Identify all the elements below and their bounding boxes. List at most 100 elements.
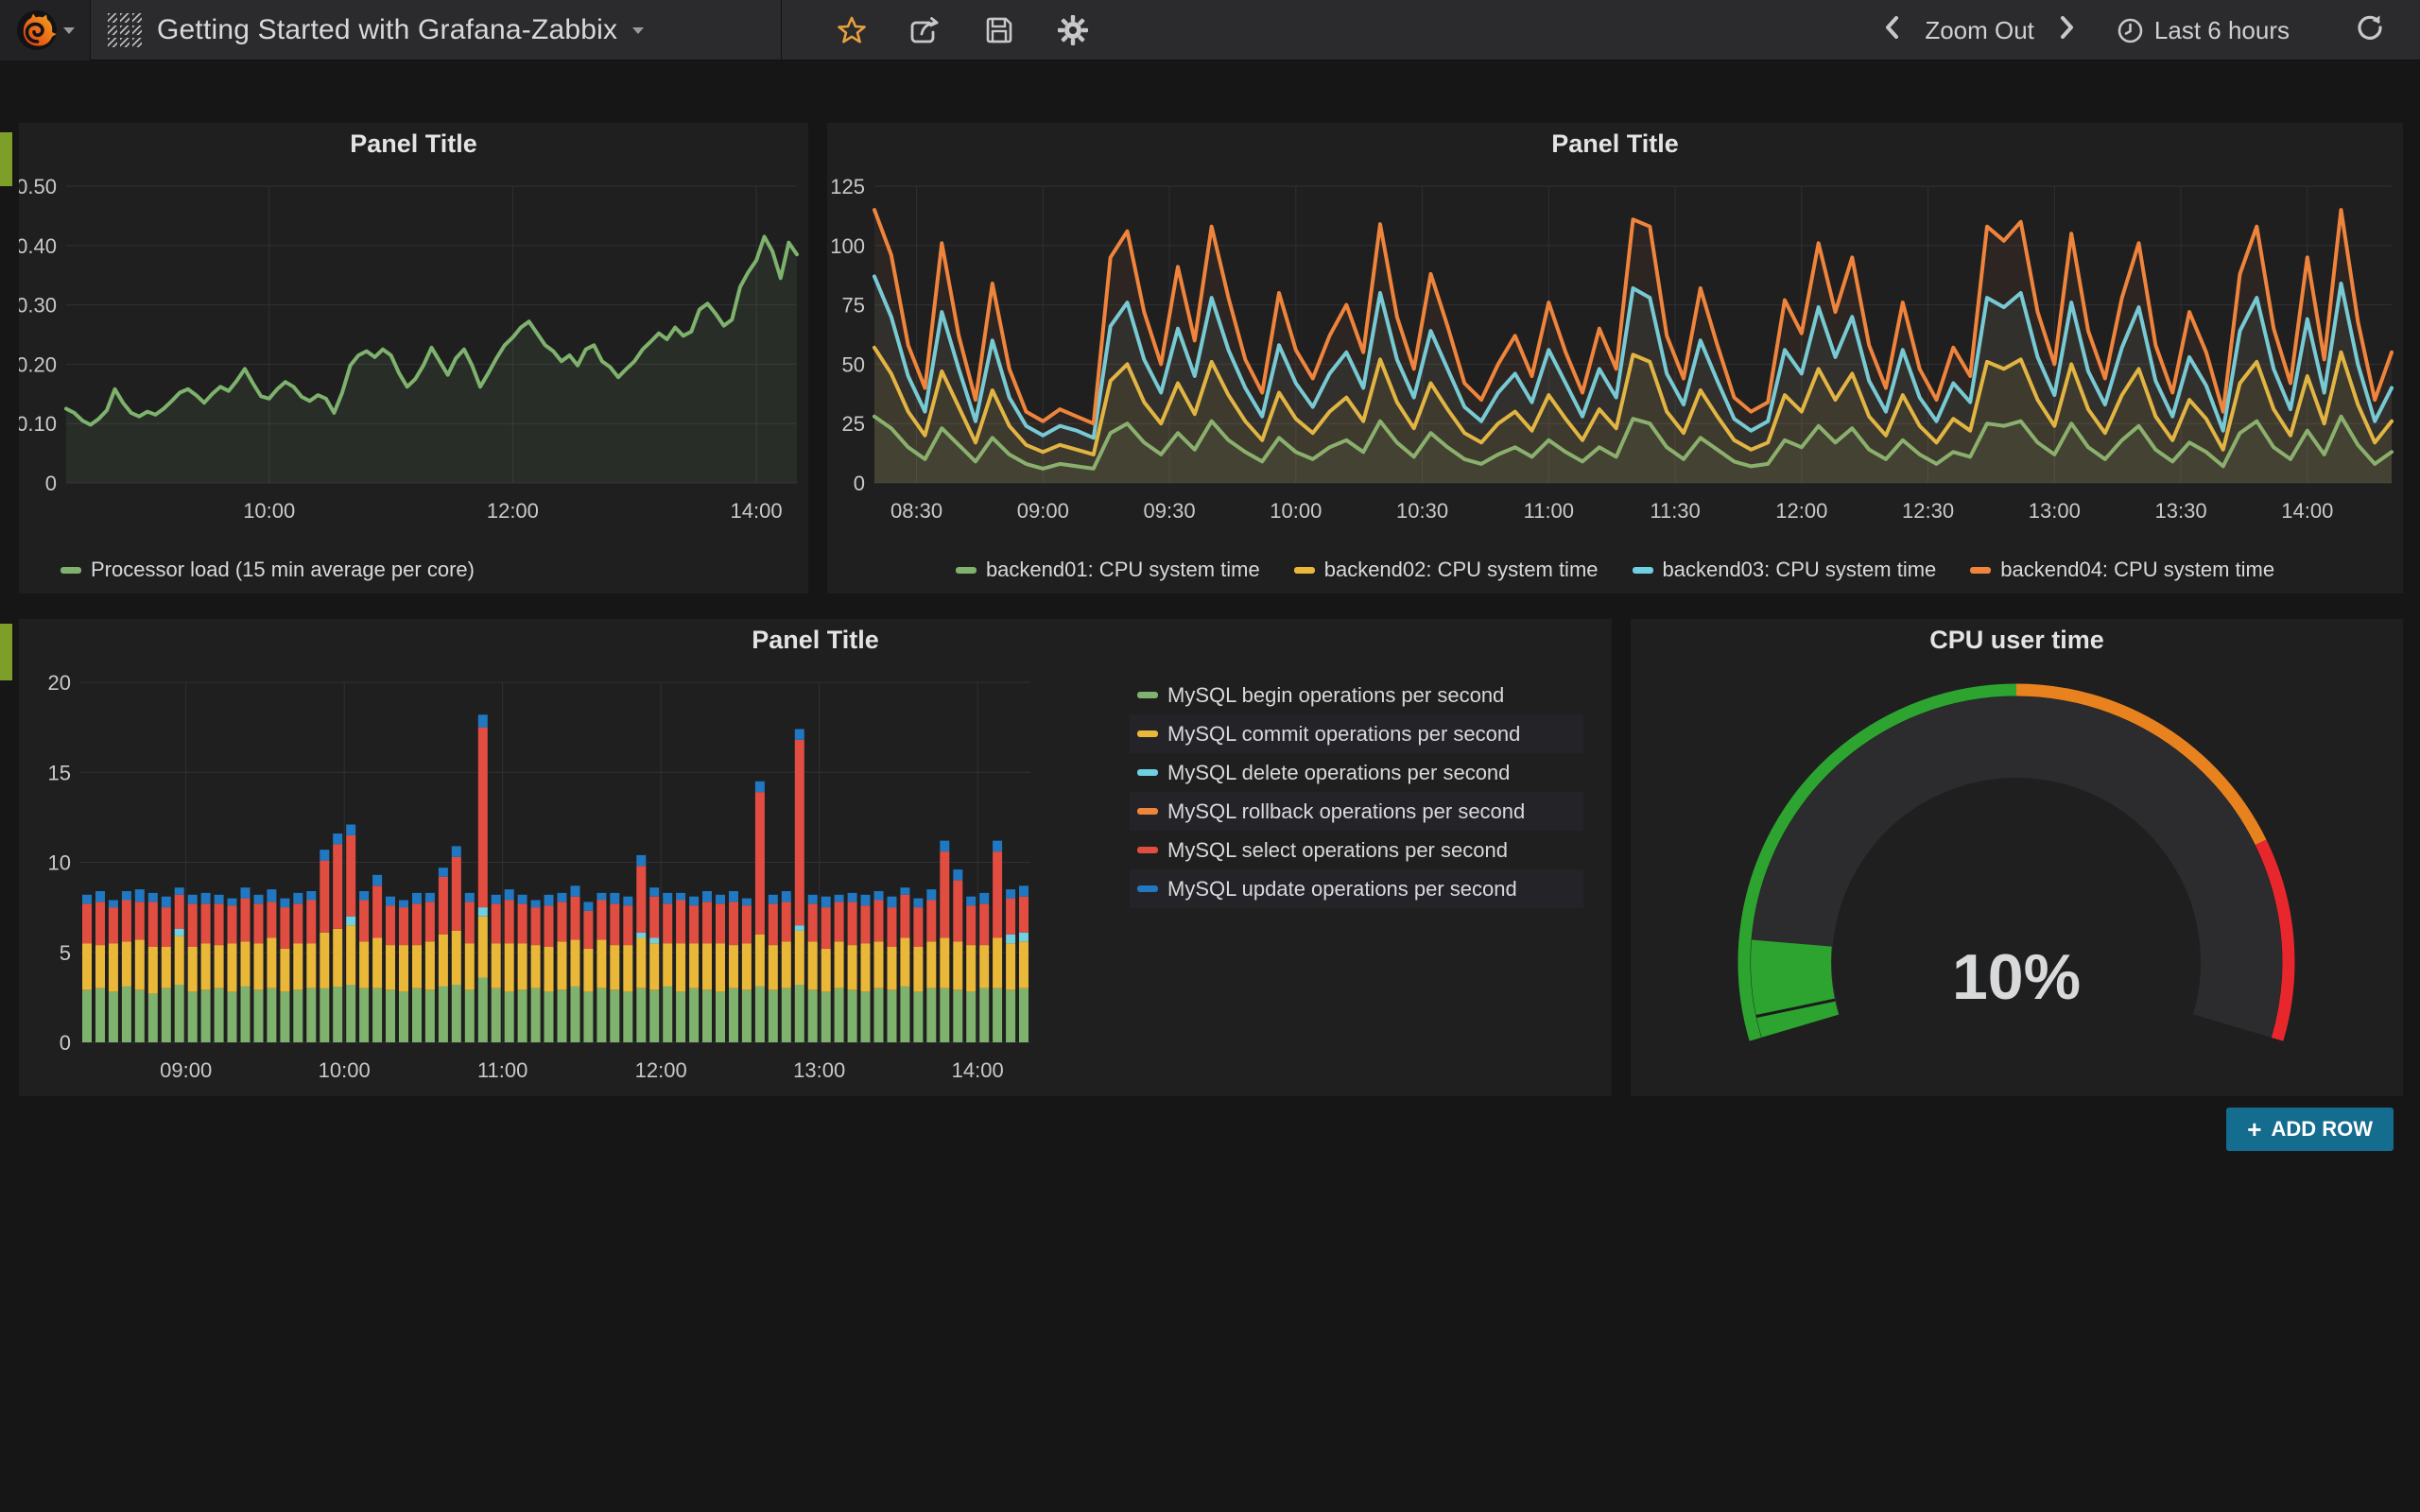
navbar: Getting Started with Grafana-Zabbix bbox=[0, 0, 2420, 60]
legend-item[interactable]: MySQL rollback operations per second bbox=[1130, 792, 1583, 831]
add-row-button[interactable]: + ADD ROW bbox=[2226, 1108, 2394, 1151]
row-toggle-handle[interactable] bbox=[0, 624, 12, 680]
chevron-left-icon bbox=[1886, 15, 1899, 39]
legend-label: MySQL update operations per second bbox=[1167, 876, 1517, 901]
svg-text:100: 100 bbox=[830, 234, 865, 258]
panel-cpu-user-time: CPU user time 10% bbox=[1631, 619, 2403, 1096]
dashboard-selector[interactable]: Getting Started with Grafana-Zabbix bbox=[108, 0, 645, 60]
share-icon bbox=[910, 17, 939, 43]
legend-label: backend02: CPU system time bbox=[1323, 558, 1599, 581]
legend-swatch bbox=[1137, 692, 1158, 698]
gear-icon bbox=[1058, 15, 1088, 45]
zoom-out-button[interactable]: Zoom Out bbox=[1917, 16, 2042, 45]
svg-text:12:00: 12:00 bbox=[1775, 499, 1827, 523]
dashboard-grid-icon bbox=[108, 13, 142, 47]
svg-text:0: 0 bbox=[854, 472, 865, 495]
legend-item[interactable]: MySQL delete operations per second bbox=[1130, 753, 1583, 792]
svg-text:14:00: 14:00 bbox=[731, 499, 783, 523]
legend-swatch bbox=[1137, 769, 1158, 776]
legend: backend01: CPU system time backend02: CPU… bbox=[827, 558, 2403, 582]
svg-text:09:00: 09:00 bbox=[160, 1058, 212, 1082]
legend-label: backend04: CPU system time bbox=[2000, 558, 2275, 581]
gauge-value: 10% bbox=[1952, 941, 2081, 1013]
panel-title[interactable]: CPU user time bbox=[1929, 625, 2104, 654]
legend-swatch bbox=[1970, 566, 1992, 574]
main-menu-button[interactable] bbox=[0, 0, 91, 60]
star-button[interactable] bbox=[815, 0, 889, 60]
plus-icon: + bbox=[2247, 1114, 2262, 1143]
svg-text:0.20: 0.20 bbox=[19, 352, 57, 376]
time-shift-back-button[interactable] bbox=[1876, 14, 1908, 47]
svg-text:12:30: 12:30 bbox=[1902, 499, 1954, 523]
panel-title[interactable]: Panel Title bbox=[1551, 129, 1679, 158]
legend-swatch bbox=[1632, 566, 1653, 574]
chart-area[interactable]: 08:30 09:00 09:30 10:00 10:30 11:00 11:30 12:00… bbox=[827, 123, 2403, 593]
grafana-logo bbox=[16, 10, 57, 50]
svg-text:11:00: 11:00 bbox=[477, 1058, 527, 1082]
legend-item[interactable]: MySQL commit operations per second bbox=[1130, 714, 1583, 753]
legend-label: backend03: CPU system time bbox=[1662, 558, 1937, 581]
gauge: 10% bbox=[1631, 619, 2403, 1096]
svg-text:15: 15 bbox=[48, 761, 71, 784]
navbar-divider bbox=[781, 0, 782, 60]
legend-item[interactable]: backend03: CPU system time bbox=[1632, 558, 1937, 582]
svg-text:0.10: 0.10 bbox=[19, 412, 57, 436]
legend-item[interactable]: backend01: CPU system time bbox=[955, 558, 1260, 582]
svg-text:10:30: 10:30 bbox=[1396, 499, 1448, 523]
legend-swatch bbox=[1137, 847, 1158, 853]
svg-text:5: 5 bbox=[60, 941, 71, 965]
svg-text:50: 50 bbox=[842, 352, 865, 376]
refresh-button[interactable] bbox=[2348, 13, 2392, 48]
svg-text:11:00: 11:00 bbox=[1524, 499, 1574, 523]
svg-text:08:30: 08:30 bbox=[890, 499, 942, 523]
legend-label: MySQL begin operations per second bbox=[1167, 682, 1505, 707]
chevron-down-icon bbox=[62, 26, 75, 34]
svg-text:10: 10 bbox=[48, 851, 71, 875]
svg-text:09:30: 09:30 bbox=[1144, 499, 1196, 523]
svg-text:11:30: 11:30 bbox=[1650, 499, 1700, 523]
svg-text:0: 0 bbox=[45, 472, 57, 495]
panel-title[interactable]: Panel Title bbox=[350, 129, 477, 158]
legend-item[interactable]: MySQL begin operations per second bbox=[1130, 676, 1583, 714]
chart-area[interactable]: 09:00 10:00 11:00 12:00 13:00 14:00 0 5 10 15 20 bbox=[19, 619, 1612, 1096]
save-icon bbox=[986, 17, 1012, 43]
legend-swatch bbox=[1293, 566, 1315, 574]
legend-label: MySQL commit operations per second bbox=[1167, 721, 1521, 746]
legend-label: backend01: CPU system time bbox=[985, 558, 1260, 581]
time-shift-forward-button[interactable] bbox=[2051, 14, 2083, 47]
dashboard-title: Getting Started with Grafana-Zabbix bbox=[157, 14, 618, 45]
chart-area[interactable]: 10:00 12:00 14:00 0 0.10 0.20 0.30 0.40 0.50 bbox=[16, 123, 808, 593]
svg-text:20: 20 bbox=[48, 671, 71, 695]
svg-text:13:30: 13:30 bbox=[2155, 499, 2207, 523]
star-icon bbox=[838, 16, 866, 43]
svg-text:25: 25 bbox=[842, 412, 865, 436]
svg-text:14:00: 14:00 bbox=[2281, 499, 2333, 523]
share-button[interactable] bbox=[889, 0, 962, 60]
panel-title[interactable]: Panel Title bbox=[752, 625, 879, 654]
legend-label: MySQL delete operations per second bbox=[1167, 760, 1511, 784]
svg-text:13:00: 13:00 bbox=[793, 1058, 845, 1082]
row-toggle-handle[interactable] bbox=[0, 132, 12, 186]
settings-button[interactable] bbox=[1036, 0, 1110, 60]
clock-icon bbox=[2118, 18, 2143, 43]
legend-item[interactable]: backend04: CPU system time bbox=[1970, 558, 2274, 582]
svg-text:14:00: 14:00 bbox=[952, 1058, 1004, 1082]
svg-text:0.50: 0.50 bbox=[19, 175, 57, 198]
legend-swatch bbox=[1137, 808, 1158, 815]
svg-text:0.30: 0.30 bbox=[19, 294, 57, 318]
svg-text:12:00: 12:00 bbox=[487, 499, 539, 523]
save-button[interactable] bbox=[962, 0, 1036, 60]
svg-text:09:00: 09:00 bbox=[1017, 499, 1069, 523]
legend-item[interactable]: MySQL select operations per second bbox=[1130, 831, 1583, 869]
legend-item[interactable]: MySQL update operations per second bbox=[1130, 869, 1583, 908]
svg-text:125: 125 bbox=[830, 175, 865, 198]
svg-text:0: 0 bbox=[60, 1031, 71, 1055]
legend-item[interactable]: Processor load (15 min average per core) bbox=[60, 558, 475, 582]
panel-mysql-operations: Panel Title 09:00 10:00 11:00 12:00 13:00 14:… bbox=[19, 619, 1612, 1096]
legend-label: MySQL select operations per second bbox=[1167, 837, 1508, 862]
legend-item[interactable]: backend02: CPU system time bbox=[1293, 558, 1599, 582]
legend-swatch bbox=[955, 566, 977, 574]
time-picker-button[interactable]: Last 6 hours bbox=[2110, 16, 2297, 45]
panel-processor-load: Panel Title 10:00 12:00 14:00 0 0.10 0.20 0.30… bbox=[16, 123, 808, 593]
legend-swatch bbox=[1137, 885, 1158, 892]
